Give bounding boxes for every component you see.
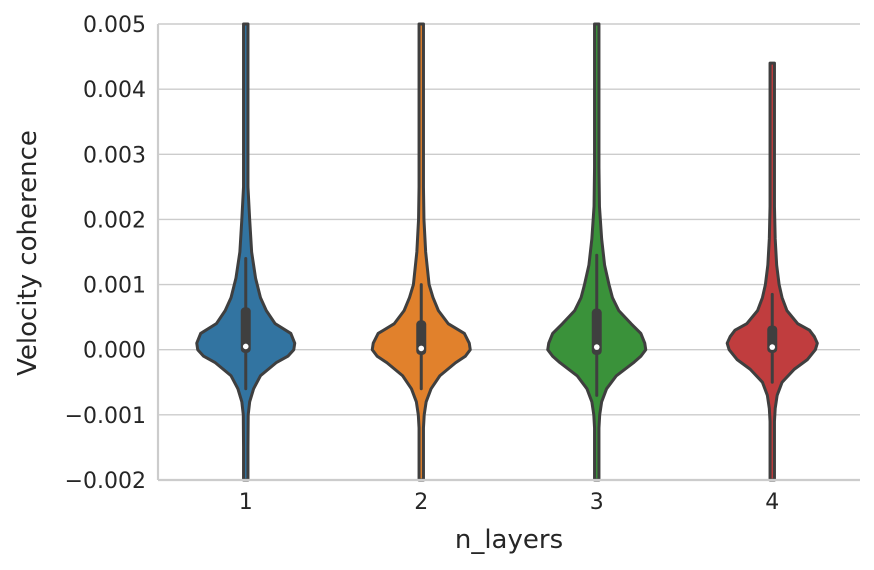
x-tick-label: 2 [414,490,428,515]
y-tick-label: −0.002 [65,469,146,494]
violin-iqr-box [240,307,251,353]
y-tick-label: 0.004 [83,78,146,103]
y-tick-label: 0.002 [83,208,146,233]
y-tick-label: 0.005 [83,13,146,38]
y-tick-label: 0.001 [83,274,146,299]
violin-body [195,22,297,482]
violin-1 [195,22,297,482]
y-tick-label: 0.003 [83,143,146,168]
violin-median [769,344,776,350]
y-tick-label: −0.001 [65,404,146,429]
violin-median [593,344,600,350]
x-tick-label: 4 [765,490,779,515]
violin-2 [370,22,472,482]
y-axis-label: Velocity coherence [13,130,43,376]
violin-body [546,22,648,482]
violin-median [418,345,425,352]
violin-3 [546,22,648,482]
violin-iqr-box [591,308,602,355]
x-tick-label: 1 [239,490,253,515]
x-tick-labels: 1 2 3 4 [239,490,780,515]
violin-4 [725,61,819,482]
violin-median [242,343,249,350]
violins [195,22,819,482]
x-tick-label: 3 [590,490,604,515]
y-tick-labels: −0.002 −0.001 0.000 0.001 0.002 0.003 0.004 0.0… [65,13,146,494]
violin-iqr-box [416,320,427,355]
axes [156,24,860,482]
x-axis-label: n_layers [455,525,563,555]
grid-lines [158,23,860,481]
violin-body [370,22,472,482]
violin-body [725,61,819,482]
y-tick-label: 0.000 [83,339,146,364]
